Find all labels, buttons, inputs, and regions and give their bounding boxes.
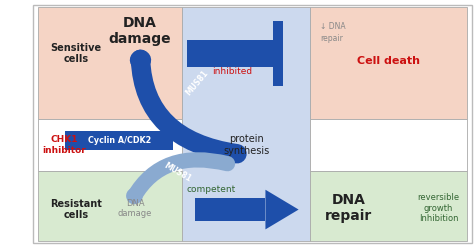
Text: DNA
damage: DNA damage bbox=[118, 199, 152, 218]
Text: Cyclin A/CDK2: Cyclin A/CDK2 bbox=[88, 136, 151, 145]
Bar bbox=[310, 7, 467, 119]
Bar bbox=[182, 7, 310, 241]
Text: ↓ DNA: ↓ DNA bbox=[320, 22, 346, 31]
Text: inhibited: inhibited bbox=[212, 67, 252, 76]
Bar bbox=[195, 198, 265, 221]
Bar bbox=[310, 171, 467, 241]
Bar bbox=[310, 119, 467, 171]
Polygon shape bbox=[265, 190, 299, 229]
Bar bbox=[38, 119, 182, 171]
Bar bbox=[187, 40, 273, 67]
Text: competent: competent bbox=[186, 185, 236, 194]
Bar bbox=[38, 7, 182, 119]
Text: DNA
repair: DNA repair bbox=[325, 193, 372, 223]
Text: Resistant
cells: Resistant cells bbox=[50, 199, 102, 220]
Text: reversible
growth
Inhibition: reversible growth Inhibition bbox=[418, 193, 459, 223]
Bar bbox=[65, 131, 173, 150]
Text: MUS81: MUS81 bbox=[163, 161, 193, 184]
Text: repair: repair bbox=[320, 34, 343, 43]
Text: protein
synthesis: protein synthesis bbox=[223, 134, 270, 156]
Bar bbox=[38, 171, 182, 241]
Text: DNA
damage: DNA damage bbox=[109, 16, 171, 46]
Text: MUS81: MUS81 bbox=[183, 69, 210, 97]
Text: Cell death: Cell death bbox=[357, 56, 420, 66]
Text: Sensitive
cells: Sensitive cells bbox=[50, 42, 101, 64]
Text: CHK1
inhibitor: CHK1 inhibitor bbox=[42, 135, 86, 155]
Bar bbox=[273, 21, 283, 86]
